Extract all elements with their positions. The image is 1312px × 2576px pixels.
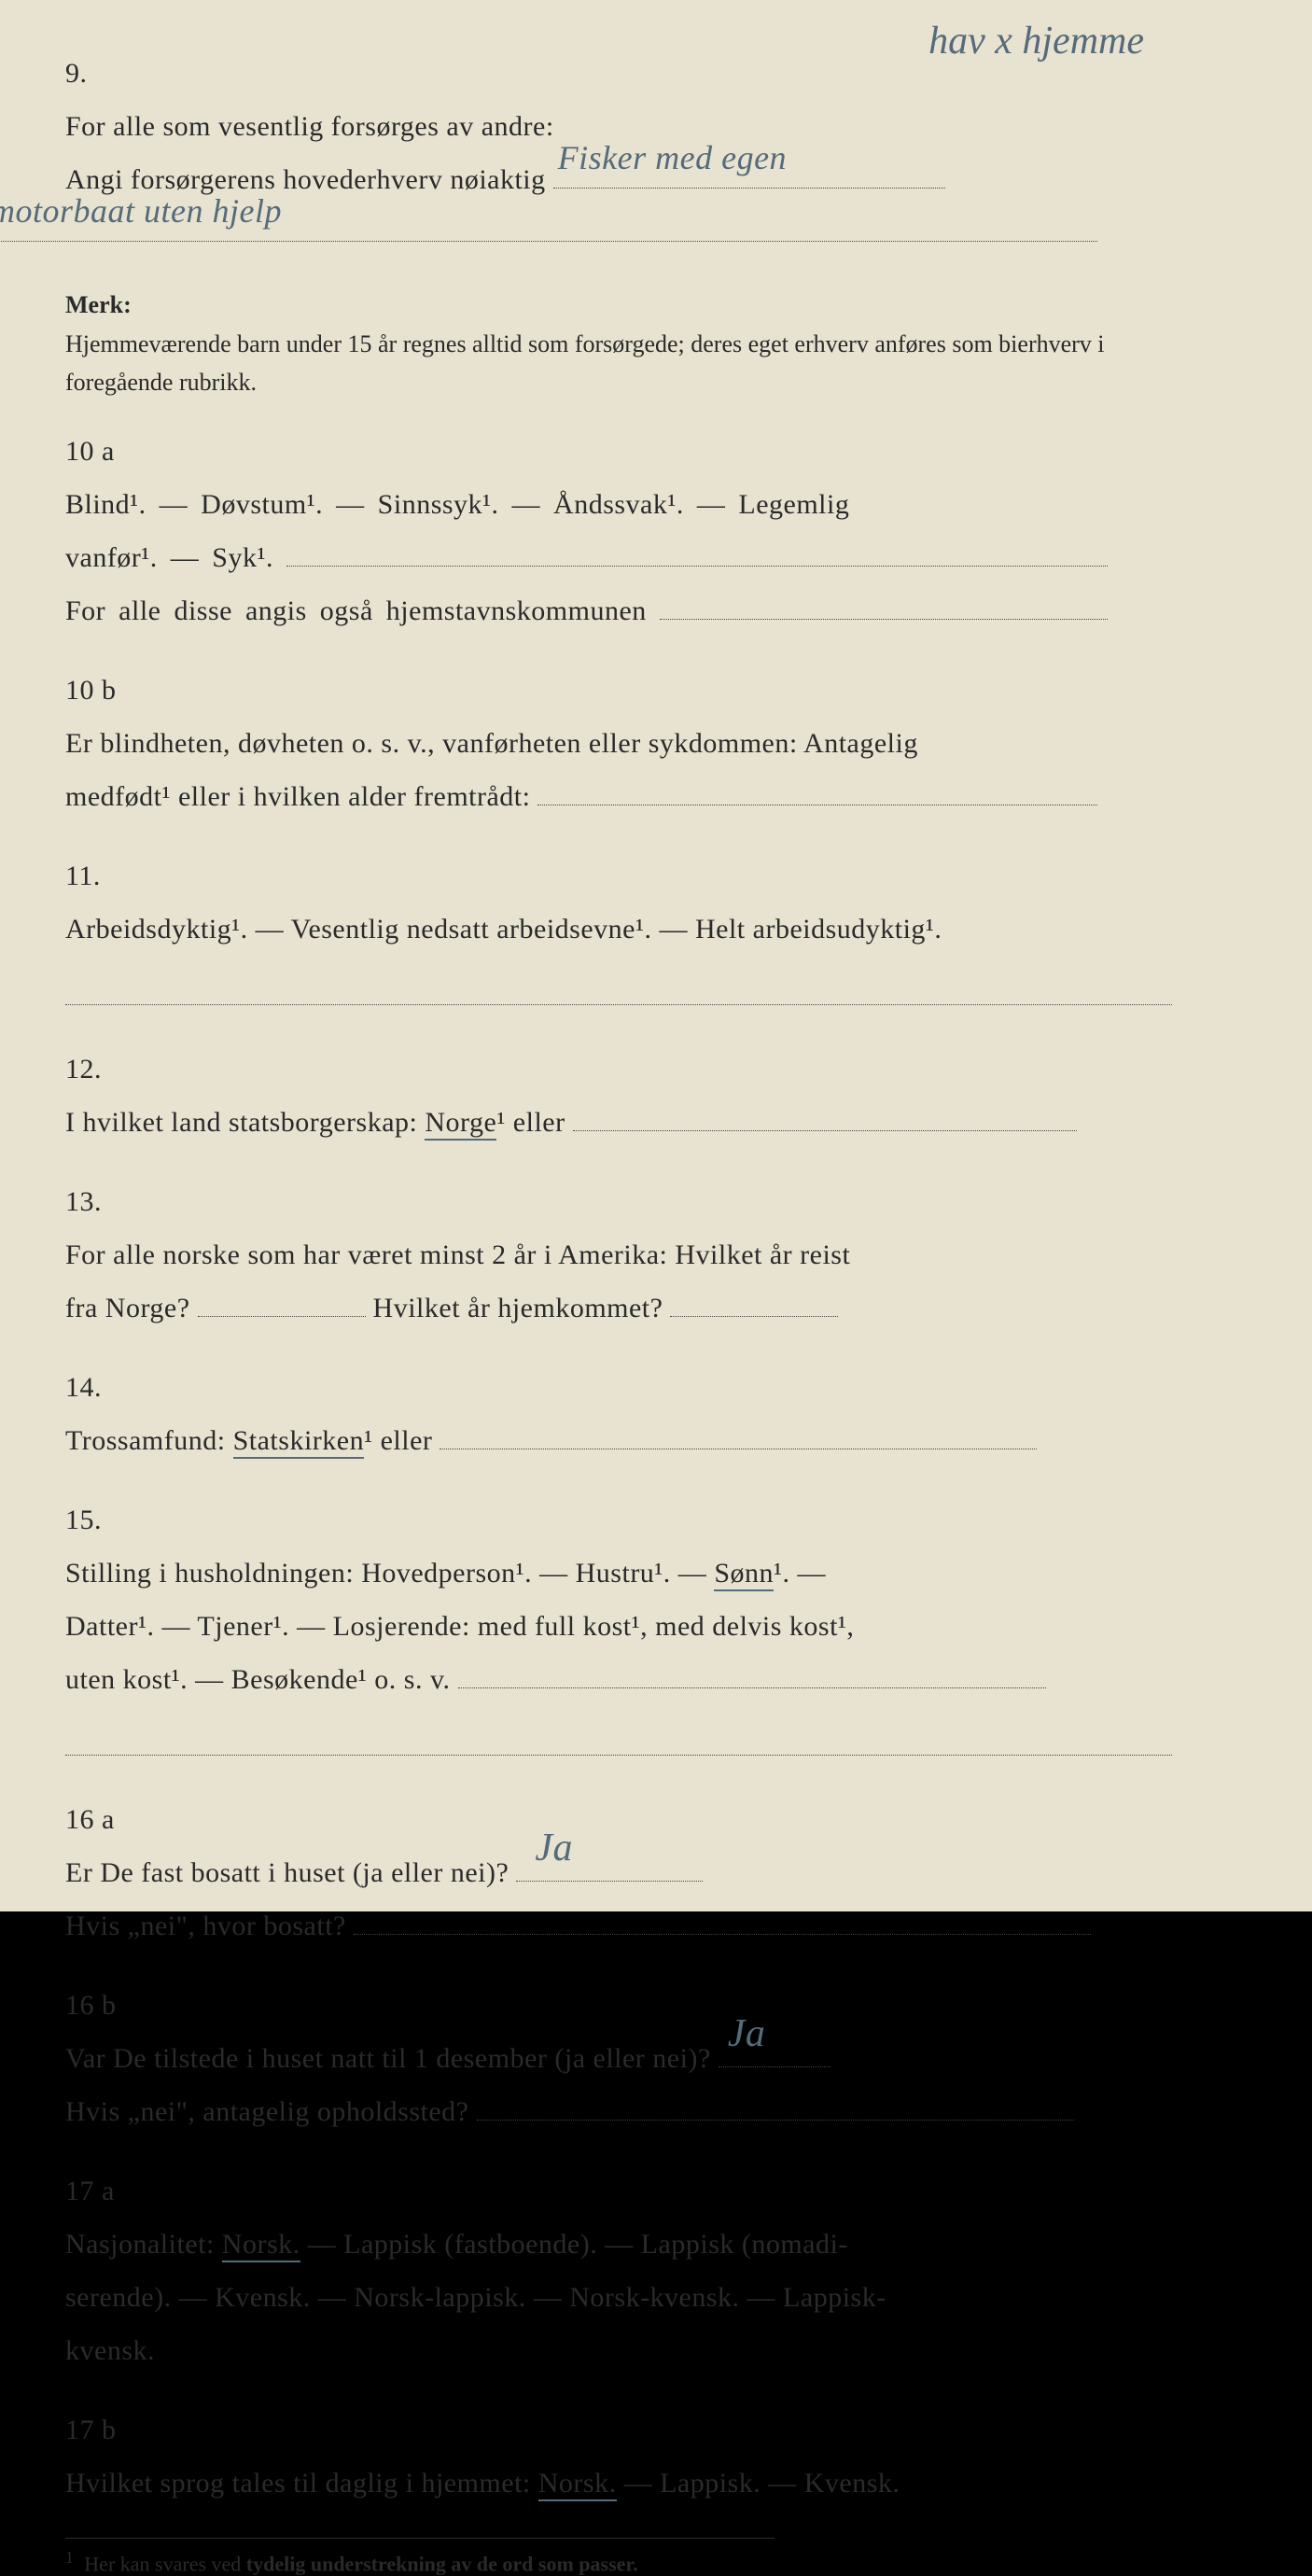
q16b-line1: Var De tilstede i huset natt til 1 desem… (65, 2043, 711, 2074)
q17a-line2: serende). — Kvensk. — Norsk-lappisk. — N… (65, 2282, 886, 2313)
q10b-blank (537, 777, 1097, 805)
q10a-body: Blind¹. — Døvstum¹. — Sinnssyk¹. — Åndss… (65, 478, 1172, 637)
merk-note: Merk: Hjemmeværende barn under 15 år reg… (65, 286, 1247, 402)
question-17b: 17 b Hvilket sprog tales til daglig i hj… (65, 2403, 1247, 2510)
q12-norge: Norge (425, 1107, 496, 1141)
q13-line2a: fra Norge? (65, 1293, 190, 1323)
q13-number: 13. (65, 1175, 135, 1228)
q10b-line1: Er blindheten, døvheten o. s. v., vanfør… (65, 728, 918, 759)
q13-line1: For alle norske som har været minst 2 år… (65, 1239, 850, 1270)
q17a-body: Nasjonalitet: Norsk. — Lappisk (fastboen… (65, 2218, 1172, 2377)
question-12: 12. I hvilket land statsborgerskap: Norg… (65, 1043, 1247, 1149)
q10b-line2: medfødt¹ eller i hvilken alder fremtrådt… (65, 781, 530, 812)
q14-body: Trossamfund: Statskirken¹ eller (65, 1414, 1172, 1467)
q9-blank-1: Fisker med egen (553, 161, 945, 189)
q14-number: 14. (65, 1361, 135, 1414)
q15-line1a: Stilling i husholdningen: Hovedperson¹. … (65, 1558, 714, 1589)
handwritten-top-note: hav x hjemme (928, 19, 1144, 63)
q16a-answer: Ja (535, 1812, 573, 1886)
question-17a: 17 a Nasjonalitet: Norsk. — Lappisk (fas… (65, 2164, 1247, 2377)
q14-blank (440, 1421, 1037, 1449)
footnote: 1 Her kan svares ved tydelig understrekn… (65, 2538, 775, 2576)
q13-blank-2 (670, 1289, 838, 1317)
q10a-line3: For alle disse angis også hjemstavnskomm… (65, 595, 647, 626)
q13-blank-1 (198, 1289, 366, 1317)
q10a-blank-1 (286, 539, 1108, 567)
q12-prefix: I hvilket land statsborgerskap: (65, 1107, 425, 1138)
q17b-number: 17 b (65, 2403, 135, 2457)
q10a-blank-2 (660, 592, 1108, 620)
q9-blank-2: motorbaat uten hjelp (0, 214, 1097, 242)
question-16a: 16 a Er De fast bosatt i huset (ja eller… (65, 1793, 1247, 1953)
q17b-prefix: Hvilket sprog tales til daglig i hjemmet… (65, 2468, 538, 2499)
q10a-number: 10 a (65, 425, 135, 478)
question-10a: 10 a Blind¹. — Døvstum¹. — Sinnssyk¹. — … (65, 425, 1247, 637)
question-14: 14. Trossamfund: Statskirken¹ eller (65, 1361, 1247, 1467)
q16b-answer: Ja (728, 1997, 766, 2072)
question-11: 11. Arbeidsdyktig¹. — Vesentlig nedsatt … (65, 849, 1247, 1016)
merk-label: Merk: (65, 286, 135, 325)
q12-suffix: ¹ eller (496, 1107, 565, 1138)
q17a-line1b: — Lappisk (fastboende). — Lappisk (nomad… (300, 2229, 848, 2260)
footnote-text-a: Her kan svares ved (84, 2552, 246, 2575)
q9-body: For alle som vesentlig forsørges av andr… (65, 100, 1172, 259)
document-page: hav x hjemme 9. For alle som vesentlig f… (0, 0, 1312, 1911)
q15-line2: Datter¹. — Tjener¹. — Losjerende: med fu… (65, 1611, 854, 1642)
q15-line3: uten kost¹. — Besøkende¹ o. s. v. (65, 1664, 451, 1695)
q16a-blank-1: Ja (516, 1854, 703, 1882)
q17a-norsk: Norsk. (222, 2229, 300, 2262)
q16a-line1: Er De fast bosatt i huset (ja eller nei)… (65, 1857, 509, 1888)
q17b-body: Hvilket sprog tales til daglig i hjemmet… (65, 2457, 1172, 2510)
q16b-body: Var De tilstede i huset natt til 1 desem… (65, 2032, 1172, 2138)
q9-handwriting-2: motorbaat uten hjelp (0, 179, 282, 243)
q15-sonn: Sønn (714, 1558, 774, 1591)
q17a-number: 17 a (65, 2164, 135, 2218)
q13-line2b: Hvilket år hjemkommet? (373, 1293, 663, 1323)
q14-statskirken: Statskirken (233, 1425, 365, 1459)
question-13: 13. For alle norske som har været minst … (65, 1175, 1247, 1335)
footnote-bold: tydelig understrekning av de ord som pas… (246, 2552, 638, 2575)
q9-handwriting-1: Fisker med egen (558, 126, 787, 189)
q16a-number: 16 a (65, 1793, 135, 1846)
q12-body: I hvilket land statsborgerskap: Norge¹ e… (65, 1096, 1172, 1149)
q16b-line2: Hvis „nei", antagelig opholdssted? (65, 2096, 469, 2127)
question-10b: 10 b Er blindheten, døvheten o. s. v., v… (65, 664, 1247, 823)
merk-text: Hjemmeværende barn under 15 år regnes al… (65, 325, 1172, 402)
q10a-line2: vanfør¹. — Syk¹. (65, 542, 273, 573)
q16b-blank-2 (477, 2093, 1074, 2121)
q10a-line1: Blind¹. — Døvstum¹. — Sinnssyk¹. — Åndss… (65, 489, 849, 520)
q17a-line3: kvensk. (65, 2335, 155, 2366)
q16a-body: Er De fast bosatt i huset (ja eller nei)… (65, 1846, 1172, 1953)
q17a-line1a: Nasjonalitet: (65, 2229, 222, 2260)
question-9: 9. For alle som vesentlig forsørges av a… (65, 47, 1247, 259)
q12-number: 12. (65, 1043, 135, 1096)
q15-blank-2 (65, 1714, 1172, 1756)
q16a-line2: Hvis „nei", hvor bosatt? (65, 1911, 346, 1941)
q15-body: Stilling i husholdningen: Hovedperson¹. … (65, 1547, 1172, 1767)
q10b-number: 10 b (65, 664, 135, 717)
q14-suffix: ¹ eller (364, 1425, 432, 1456)
q9-number: 9. (65, 47, 135, 100)
q16b-number: 16 b (65, 1979, 135, 2032)
q17b-suffix: — Lappisk. — Kvensk. (617, 2468, 900, 2499)
q11-body: Arbeidsdyktig¹. — Vesentlig nedsatt arbe… (65, 903, 1172, 1016)
q11-blank (65, 963, 1172, 1005)
q16a-blank-2 (354, 1907, 1091, 1935)
q11-number: 11. (65, 849, 135, 903)
footnote-sup: 1 (65, 2548, 74, 2567)
q10b-body: Er blindheten, døvheten o. s. v., vanfør… (65, 717, 1172, 823)
q17b-norsk: Norsk. (538, 2468, 617, 2501)
q9-line1: For alle som vesentlig forsørges av andr… (65, 111, 554, 142)
q14-prefix: Trossamfund: (65, 1425, 233, 1456)
question-16b: 16 b Var De tilstede i huset natt til 1 … (65, 1979, 1247, 2138)
q11-text: Arbeidsdyktig¹. — Vesentlig nedsatt arbe… (65, 914, 942, 945)
q15-line1b: ¹. — (774, 1558, 826, 1589)
q13-body: For alle norske som har været minst 2 år… (65, 1228, 1172, 1335)
question-15: 15. Stilling i husholdningen: Hovedperso… (65, 1493, 1247, 1767)
q15-number: 15. (65, 1493, 135, 1547)
q15-blank-1 (458, 1660, 1046, 1688)
q12-blank (573, 1103, 1077, 1131)
q16b-blank-1: Ja (719, 2039, 830, 2067)
